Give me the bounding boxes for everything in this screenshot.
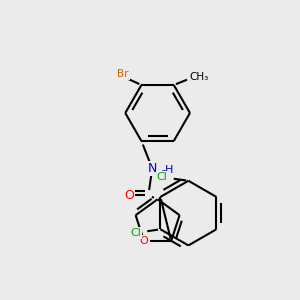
- Text: Cl: Cl: [157, 172, 168, 182]
- Text: O: O: [124, 189, 134, 202]
- Text: -H: -H: [161, 165, 174, 175]
- Text: N: N: [148, 162, 157, 175]
- Text: Cl: Cl: [130, 228, 141, 238]
- Text: CH₃: CH₃: [190, 72, 209, 82]
- Text: Br: Br: [117, 69, 129, 79]
- Text: O: O: [140, 236, 148, 246]
